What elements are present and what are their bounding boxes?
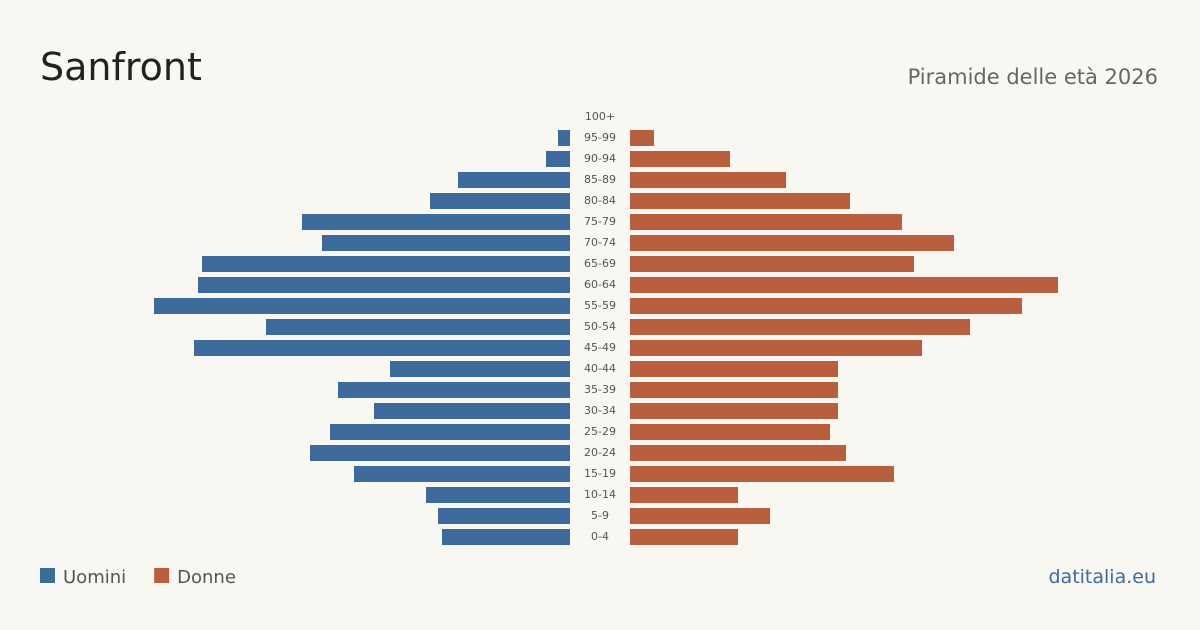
bar: [630, 172, 786, 188]
bar: [338, 382, 570, 398]
age-label: 100+: [585, 110, 615, 123]
bar: [266, 319, 570, 335]
bar: [330, 424, 570, 440]
bar: [630, 193, 850, 209]
bar: [310, 445, 570, 461]
age-label: 10-14: [584, 488, 616, 501]
age-label: 35-39: [584, 383, 616, 396]
bar: [630, 361, 838, 377]
chart-subtitle: Piramide delle età 2026: [908, 65, 1158, 89]
age-label: 70-74: [584, 236, 616, 249]
age-label: 65-69: [584, 257, 616, 270]
bar: [630, 466, 894, 482]
bar: [630, 445, 846, 461]
source: datitalia.eu: [1049, 566, 1157, 588]
bar: [194, 340, 570, 356]
bar: [302, 214, 570, 230]
bar: [442, 529, 570, 545]
bar: [438, 508, 570, 524]
age-label: 80-84: [584, 194, 616, 207]
chart-title: Sanfront: [40, 45, 202, 89]
legend-swatch: [154, 568, 170, 583]
bar: [630, 130, 654, 146]
bar: [430, 193, 570, 209]
bar: [630, 298, 1022, 314]
age-label: 85-89: [584, 173, 616, 186]
bar: [630, 403, 838, 419]
bar: [630, 235, 954, 251]
bar: [546, 151, 570, 167]
bar: [630, 256, 914, 272]
bar: [202, 256, 570, 272]
bar: [630, 319, 970, 335]
legend-label: Donne: [177, 567, 236, 588]
bar: [558, 130, 570, 146]
bar: [630, 151, 730, 167]
bar: [322, 235, 570, 251]
bar: [154, 298, 570, 314]
bar: [630, 424, 830, 440]
age-label: 50-54: [584, 320, 616, 333]
age-label: 95-99: [584, 131, 616, 144]
age-label: 20-24: [584, 446, 616, 459]
bar: [630, 214, 902, 230]
bar: [458, 172, 570, 188]
bar: [630, 487, 738, 503]
bar: [390, 361, 570, 377]
legend-swatch: [40, 568, 55, 583]
bar: [354, 466, 570, 482]
bar: [630, 382, 838, 398]
age-label: 75-79: [584, 215, 616, 228]
bar: [630, 508, 770, 524]
bar: [630, 277, 1058, 293]
bar: [630, 529, 738, 545]
legend-label: Uomini: [63, 567, 126, 588]
age-label: 55-59: [584, 299, 616, 312]
age-label: 30-34: [584, 404, 616, 417]
age-label: 45-49: [584, 341, 616, 354]
age-label: 15-19: [584, 467, 616, 480]
age-label: 60-64: [584, 278, 616, 291]
bar: [630, 340, 922, 356]
age-label: 40-44: [584, 362, 616, 375]
bar: [426, 487, 570, 503]
age-label: 0-4: [591, 530, 609, 543]
bar: [374, 403, 570, 419]
age-label: 5-9: [591, 509, 609, 522]
age-label: 90-94: [584, 152, 616, 165]
age-label: 25-29: [584, 425, 616, 438]
bar: [198, 277, 570, 293]
